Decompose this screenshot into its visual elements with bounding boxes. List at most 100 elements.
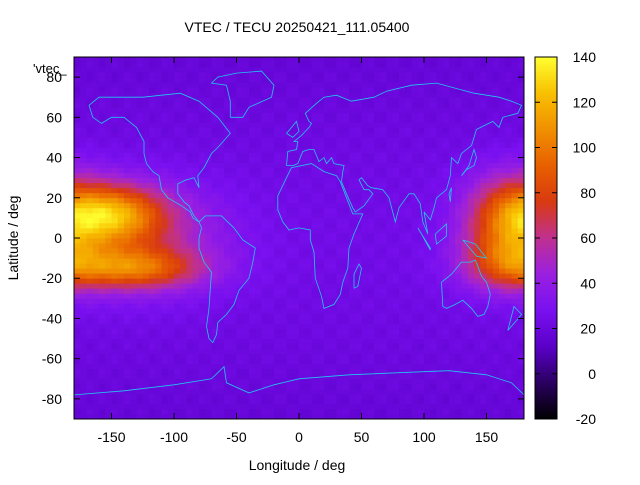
heatmap-cell (299, 413, 306, 420)
heatmap-cell (236, 398, 244, 405)
heatmap-cell (349, 142, 356, 148)
heatmap-cell (442, 273, 450, 279)
heatmap-cell (124, 217, 131, 224)
heatmap-cell (430, 268, 437, 274)
heatmap-cell (474, 348, 481, 355)
heatmap-cell (367, 283, 375, 289)
heatmap-cell (467, 333, 475, 339)
heatmap-cell (280, 102, 287, 108)
heatmap-cell (242, 77, 250, 83)
heatmap-cell (442, 283, 450, 289)
heatmap-cell (111, 72, 119, 78)
heatmap-cell (355, 368, 362, 375)
heatmap-cell (199, 122, 206, 128)
heatmap-cell (474, 323, 481, 329)
heatmap-cell (180, 308, 187, 314)
heatmap-cell (255, 172, 262, 179)
heatmap-cell (299, 207, 306, 214)
heatmap-cell (324, 333, 331, 339)
heatmap-cell (342, 243, 350, 249)
heatmap-cell (330, 348, 337, 355)
heatmap-cell (274, 172, 281, 179)
heatmap-cell (480, 172, 487, 179)
heatmap-cell (417, 82, 425, 88)
heatmap-cell (267, 92, 275, 98)
heatmap-cell (317, 278, 325, 284)
heatmap-cell (149, 147, 156, 153)
heatmap-cell (336, 323, 344, 329)
heatmap-cell (499, 253, 506, 259)
heatmap-cell (249, 338, 256, 344)
heatmap-cell (161, 142, 169, 148)
heatmap-cell (199, 177, 206, 184)
heatmap-cell (392, 227, 400, 234)
heatmap-cell (324, 187, 331, 194)
heatmap-cell (342, 182, 350, 189)
heatmap-cell (436, 403, 444, 410)
heatmap-cell (349, 298, 356, 304)
heatmap-cell (474, 253, 481, 259)
heatmap-cell (417, 348, 425, 355)
heatmap-cell (449, 132, 456, 138)
heatmap-cell (80, 162, 87, 169)
heatmap-cell (336, 57, 344, 63)
heatmap-cell (111, 293, 119, 299)
heatmap-cell (399, 82, 406, 88)
heatmap-cell (286, 112, 294, 118)
heatmap-cell (299, 318, 306, 324)
heatmap-cell (149, 132, 156, 138)
heatmap-cell (430, 248, 437, 254)
heatmap-cell (180, 348, 187, 355)
heatmap-cell (280, 243, 287, 249)
heatmap-cell (292, 268, 300, 274)
heatmap-cell (99, 318, 106, 324)
heatmap-cell (392, 243, 400, 249)
heatmap-cell (249, 313, 256, 319)
heatmap-cell (355, 132, 362, 138)
heatmap-cell (505, 328, 512, 334)
heatmap-cell (361, 157, 369, 163)
heatmap-cell (499, 298, 506, 304)
heatmap-cell (230, 313, 237, 319)
heatmap-cell (180, 97, 187, 103)
heatmap-cell (374, 127, 381, 133)
heatmap-cell (299, 358, 306, 365)
heatmap-cell (274, 253, 281, 259)
heatmap-cell (111, 283, 119, 289)
heatmap-cell (274, 273, 281, 279)
heatmap-cell (242, 263, 250, 269)
heatmap-cell (324, 353, 331, 360)
heatmap-cell (211, 92, 219, 98)
heatmap-cell (405, 102, 412, 108)
heatmap-cell (149, 373, 156, 380)
heatmap-cell (386, 187, 394, 194)
heatmap-cell (161, 383, 169, 390)
heatmap-cell (480, 117, 487, 123)
heatmap-cell (455, 238, 462, 244)
heatmap-cell (436, 388, 444, 395)
heatmap-cell (211, 273, 219, 279)
heatmap-cell (317, 368, 325, 375)
heatmap-cell (330, 318, 337, 324)
heatmap-cell (124, 363, 131, 370)
heatmap-cell (99, 227, 106, 234)
heatmap-cell (180, 363, 187, 370)
heatmap-cell (249, 197, 256, 204)
heatmap-cell (242, 117, 250, 123)
heatmap-cell (236, 308, 244, 314)
heatmap-cell (186, 258, 194, 264)
heatmap-cell (367, 112, 375, 118)
heatmap-cell (267, 383, 275, 390)
heatmap-cell (124, 383, 131, 390)
heatmap-cell (449, 308, 456, 314)
heatmap-cell (236, 82, 244, 88)
heatmap-cell (74, 328, 81, 334)
heatmap-cell (161, 132, 169, 138)
heatmap-cell (130, 197, 137, 204)
heatmap-cell (86, 232, 94, 239)
heatmap-cell (449, 388, 456, 395)
heatmap-cell (499, 127, 506, 133)
heatmap-cell (92, 62, 100, 68)
heatmap-cell (336, 137, 344, 143)
heatmap-cell (399, 212, 406, 219)
